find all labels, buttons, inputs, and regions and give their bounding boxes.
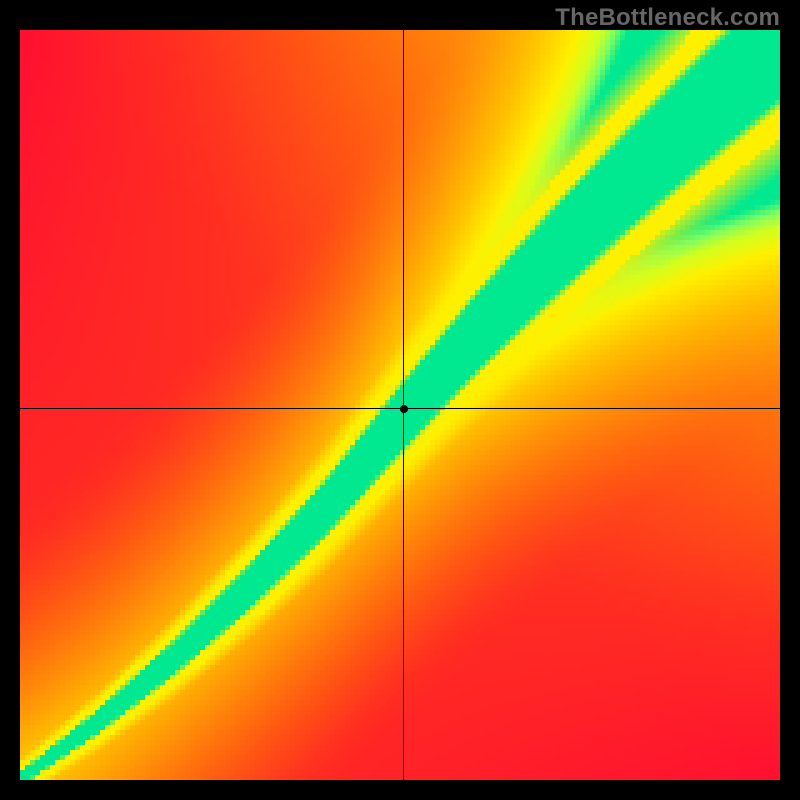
heatmap-chart — [20, 30, 780, 780]
heatmap-canvas — [20, 30, 780, 780]
crosshair-dot — [400, 405, 408, 413]
watermark-text: TheBottleneck.com — [555, 4, 780, 32]
chart-frame: TheBottleneck.com — [0, 0, 800, 800]
